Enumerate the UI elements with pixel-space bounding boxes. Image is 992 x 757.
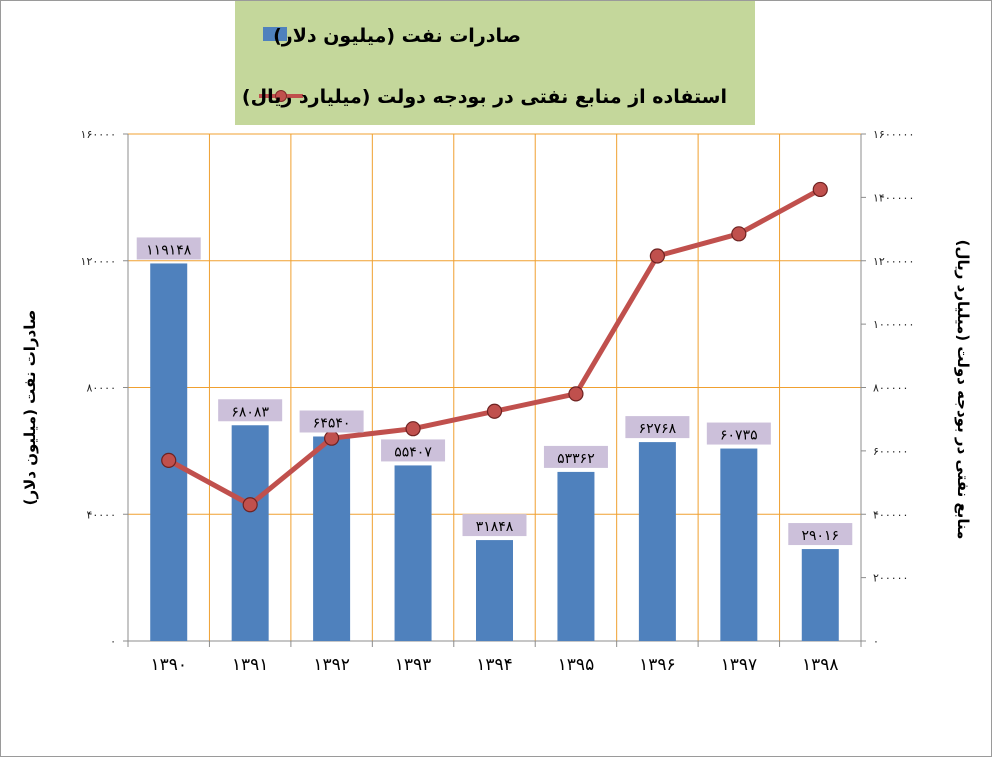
gridlines (128, 133, 861, 641)
data-label: ۵۳۳۶۲ (557, 451, 595, 467)
line-point (486, 403, 503, 419)
line-point (242, 497, 258, 513)
data-label-bg (462, 514, 527, 537)
data-label-bg (381, 439, 446, 462)
line-point (405, 421, 421, 437)
data-label: ۶۴۵۴۰ (313, 415, 351, 431)
x-tick-label: ۱۳۹۶ (639, 655, 676, 675)
bar (231, 425, 269, 641)
x-tick-label: ۱۳۹۵ (558, 655, 595, 675)
bar (476, 540, 513, 641)
right-tick-label: ۰ (873, 635, 879, 648)
left-tick-label: ۸۰۰۰۰ (86, 382, 116, 395)
x-tick-label: ۱۳۹۲ (313, 655, 350, 675)
bar (638, 442, 676, 641)
left-axis-title: صادرات نفت (میلیون دلار) (21, 310, 39, 506)
bar (557, 471, 595, 641)
data-label-bg (625, 416, 690, 439)
right-tick-label: ۴۰۰۰۰۰ (873, 508, 908, 521)
legend-swatch-budget (259, 90, 303, 102)
data-label-bg (706, 422, 771, 445)
line-point (161, 452, 177, 468)
data-label-bg (136, 237, 201, 260)
data-label: ۱۱۹۱۴۸ (146, 242, 192, 258)
data-label-bg (299, 410, 364, 433)
legend-label-budget: استفاده از منابع نفتی در بودجه دولت (میل… (241, 86, 727, 108)
x-tick-label: ۱۳۹۷ (721, 655, 758, 675)
data-label-bg (543, 445, 608, 468)
data-label: ۶۰۷۳۵ (720, 428, 758, 444)
x-tick-label: ۱۳۹۰ (150, 655, 187, 675)
data-label: ۲۹۰۱۶ (801, 528, 839, 544)
line-point (568, 386, 584, 402)
line-point (324, 430, 340, 446)
x-tick-label: ۱۳۹۱ (232, 655, 269, 675)
legend-label-exports: صادرات نفت (میلیون دلار) (273, 25, 521, 47)
left-tick-label: ۰ (110, 635, 116, 648)
x-tick-label: ۱۳۹۳ (395, 655, 432, 675)
right-tick-label: ۱۴۰۰۰۰۰ (873, 191, 914, 204)
right-tick-label: ۱۲۰۰۰۰۰ (873, 255, 914, 268)
bar (313, 436, 351, 641)
data-label-bg (788, 523, 853, 546)
line-point (731, 226, 747, 242)
right-tick-label: ۶۰۰۰۰۰ (873, 445, 908, 458)
data-label: ۶۲۷۶۸ (639, 421, 677, 437)
right-tick-label: ۱۰۰۰۰۰۰ (873, 318, 914, 331)
bar (801, 549, 839, 641)
left-tick-label: ۴۰۰۰۰ (86, 508, 116, 521)
right-tick-label: ۲۰۰۰۰۰ (873, 572, 908, 585)
bar-series (150, 263, 839, 641)
line-point (649, 248, 665, 264)
right-tick-label: ۱۶۰۰۰۰۰ (873, 128, 914, 141)
data-label: ۳۱۸۴۸ (476, 519, 514, 535)
data-label-bg (218, 399, 283, 422)
bar (150, 263, 188, 641)
right-tick-label: ۸۰۰۰۰۰ (873, 382, 908, 395)
left-tick-label: ۱۲۰۰۰۰ (81, 255, 116, 268)
data-label: ۶۸۰۸۳ (231, 404, 269, 420)
bar (720, 448, 758, 641)
left-tick-label: ۱۶۰۰۰۰ (81, 128, 116, 141)
right-axis-title: منابع نفتی در بودجه دولت (میلیارد ریال) (954, 240, 972, 540)
x-tick-label: ۱۳۹۴ (476, 655, 513, 675)
chart-legend: صادرات نفت (میلیون دلار) استفاده از مناب… (235, 1, 755, 125)
data-label: ۵۵۴۰۷ (394, 444, 432, 460)
legend-swatch-exports (263, 27, 287, 41)
x-tick-label: ۱۳۹۸ (802, 655, 839, 675)
line-point (812, 181, 828, 198)
bar (394, 465, 432, 641)
